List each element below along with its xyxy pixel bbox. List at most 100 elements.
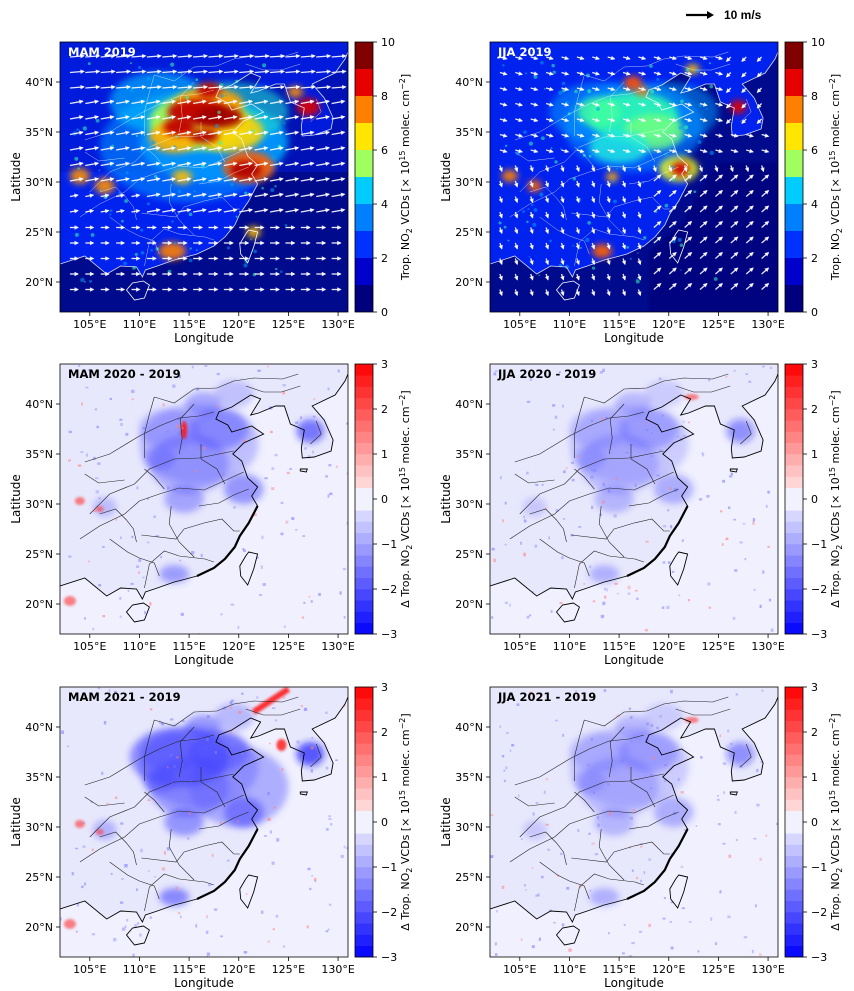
delta-red-spot	[74, 820, 85, 828]
delta-speck	[722, 762, 727, 765]
delta-speck	[168, 438, 171, 441]
delta-speck	[599, 371, 603, 374]
province-border	[574, 719, 585, 781]
wind-arrowhead	[126, 84, 132, 90]
colorbar-segment	[355, 409, 373, 421]
colorbar-tick-label: 6	[811, 144, 818, 157]
wind-arrowhead	[656, 55, 662, 61]
no2-speck	[263, 149, 266, 152]
delta-speck	[134, 924, 137, 928]
no2-speck	[109, 209, 113, 213]
wind-arrowhead	[498, 260, 503, 266]
wind-arrowhead	[218, 69, 224, 74]
colorbar-tick-label: 0	[381, 493, 388, 506]
wind-arrowhead	[718, 267, 723, 272]
delta-blob	[129, 727, 229, 787]
delta-blob	[569, 732, 630, 772]
colorbar-segment	[355, 204, 373, 231]
delta-speck	[627, 585, 631, 590]
delta-speck	[306, 925, 309, 929]
delta-speck	[591, 505, 594, 510]
delta-speck	[658, 377, 662, 381]
no2-speck	[74, 156, 79, 161]
delta-speck	[210, 793, 214, 797]
colorbar-segment	[785, 844, 803, 857]
wind-arrowhead	[291, 256, 296, 261]
colorbar-tick-label: 1	[381, 448, 388, 461]
province-border	[310, 743, 322, 768]
delta-speck	[131, 535, 134, 539]
wind-arrowhead	[637, 213, 642, 219]
no2-speck	[80, 277, 85, 283]
colorbar-label-part: ]	[829, 390, 842, 394]
delta-speck	[161, 867, 166, 871]
delta-speck	[603, 689, 607, 692]
no2-blob	[189, 129, 219, 143]
delta-speck	[179, 559, 182, 562]
y-tick-label: 40°N	[25, 398, 53, 411]
wind-arrowhead	[120, 287, 126, 292]
coastline	[490, 696, 778, 923]
delta-speck	[529, 377, 533, 381]
province-border	[245, 63, 301, 71]
wind-arrowhead	[171, 99, 177, 104]
wind-arrowhead	[109, 146, 115, 151]
delta-speck	[662, 917, 666, 920]
delta-speck	[220, 613, 223, 616]
province-border	[198, 488, 249, 507]
wind-arrowhead	[533, 148, 539, 154]
delta-speck	[182, 720, 185, 723]
wind-arrowhead	[260, 271, 265, 277]
province-border	[84, 411, 214, 463]
no2-speck	[185, 96, 190, 100]
no2-blob	[158, 242, 187, 260]
wind-arrowhead	[249, 53, 255, 59]
wind-arrowhead	[756, 57, 762, 62]
wind-arrowhead	[186, 192, 192, 197]
delta-speck	[280, 501, 284, 504]
delta-speck	[762, 570, 765, 574]
delta-speck	[163, 851, 167, 855]
wind-arrowhead	[764, 148, 770, 154]
delta-speck	[267, 365, 270, 368]
wind-vectors	[498, 55, 770, 297]
wind-arrowhead	[337, 271, 342, 277]
no2-speck	[540, 60, 544, 65]
x-tick-label: 115°E	[172, 640, 205, 653]
delta-speck	[259, 594, 263, 596]
wind-arrowhead	[610, 86, 616, 92]
wind-arrowhead	[718, 71, 724, 76]
colorbar-segment	[785, 732, 803, 744]
delta-speck	[597, 823, 600, 827]
wind-arrowhead	[248, 177, 254, 182]
wind-arrowhead	[109, 130, 115, 135]
wind-arrowhead	[340, 161, 346, 166]
no2-speck	[127, 102, 130, 105]
colorbar-segment	[785, 285, 803, 312]
colorbar-segment	[785, 69, 803, 96]
colorbar-segment	[785, 698, 803, 710]
delta-speck	[126, 918, 129, 922]
delta-speck	[301, 616, 305, 619]
delta-speck	[272, 707, 276, 709]
wind-arrowhead	[152, 225, 157, 230]
wind-arrowhead	[502, 102, 508, 107]
wind-scale-label: 10 m/s	[724, 8, 762, 22]
delta-blob	[213, 703, 254, 731]
wind-arrowhead	[498, 182, 503, 188]
colorbar-label-part: −2	[828, 718, 837, 730]
delta-speck	[552, 404, 556, 407]
no2-speck	[188, 258, 193, 263]
no2-speck	[596, 107, 600, 111]
delta-speck	[502, 519, 504, 523]
wind-arrowhead	[171, 208, 177, 213]
colorbar-segment	[355, 720, 373, 733]
colorbar-tick-label: 4	[811, 198, 818, 211]
colorbar-segment	[785, 476, 803, 489]
y-axis-label: Latitude	[9, 152, 23, 201]
map-frame	[59, 686, 349, 958]
delta-speck	[102, 615, 106, 618]
wind-arrowhead	[89, 271, 95, 277]
delta-speck	[640, 843, 643, 845]
delta-speck	[769, 366, 773, 370]
